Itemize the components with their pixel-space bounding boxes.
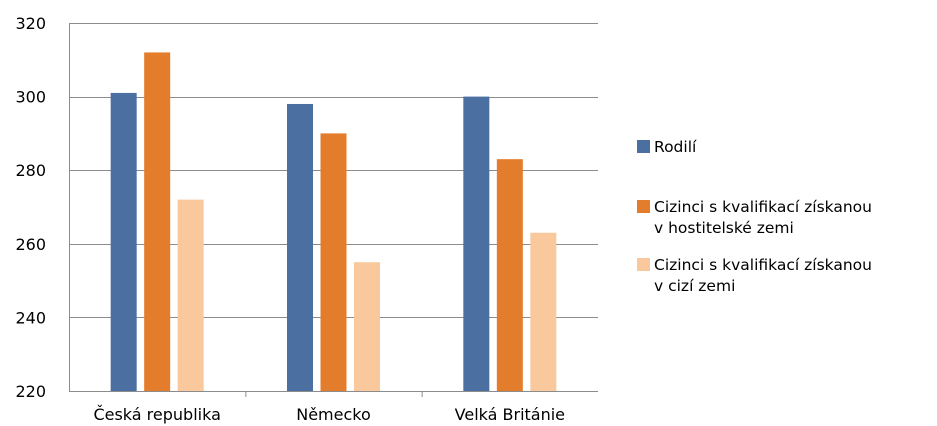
legend-label: Cizinci s kvalifikací získanou xyxy=(654,198,872,216)
bar xyxy=(287,103,313,392)
legend-label: Cizinci s kvalifikací získanou xyxy=(654,256,872,274)
legend-label: v hostitelské zemi xyxy=(654,219,794,237)
y-tick-label: 320 xyxy=(15,14,46,33)
x-tick-label: Velká Británie xyxy=(455,405,565,424)
x-tick-label: Česká republika xyxy=(93,405,220,424)
legend-label: Rodilí xyxy=(654,138,697,156)
y-tick-label: 300 xyxy=(15,88,46,107)
y-axis-ticks: 220 240 260 280 300 320 xyxy=(15,14,46,401)
bar xyxy=(110,92,137,392)
legend: Rodilí Cizinci s kvalifikací získanou v ho… xyxy=(637,138,872,295)
x-axis-labels: Česká republika Německo Velká Británie xyxy=(93,405,565,424)
legend-swatch xyxy=(637,258,650,271)
legend-swatch xyxy=(637,140,650,153)
bar xyxy=(496,159,523,391)
bar xyxy=(530,232,557,391)
legend-label: v cizí zemi xyxy=(654,277,735,295)
y-tick-label: 280 xyxy=(15,161,46,180)
bars xyxy=(110,52,557,392)
axes xyxy=(69,23,598,397)
legend-swatch xyxy=(637,200,650,213)
x-tick-label: Německo xyxy=(296,405,371,424)
y-tick-label: 240 xyxy=(15,308,46,327)
bar xyxy=(144,52,171,391)
bar xyxy=(177,199,204,391)
y-tick-label: 220 xyxy=(15,382,46,401)
bar xyxy=(320,133,347,391)
bar xyxy=(463,96,490,391)
y-tick-label: 260 xyxy=(15,235,46,254)
bar xyxy=(354,262,380,391)
